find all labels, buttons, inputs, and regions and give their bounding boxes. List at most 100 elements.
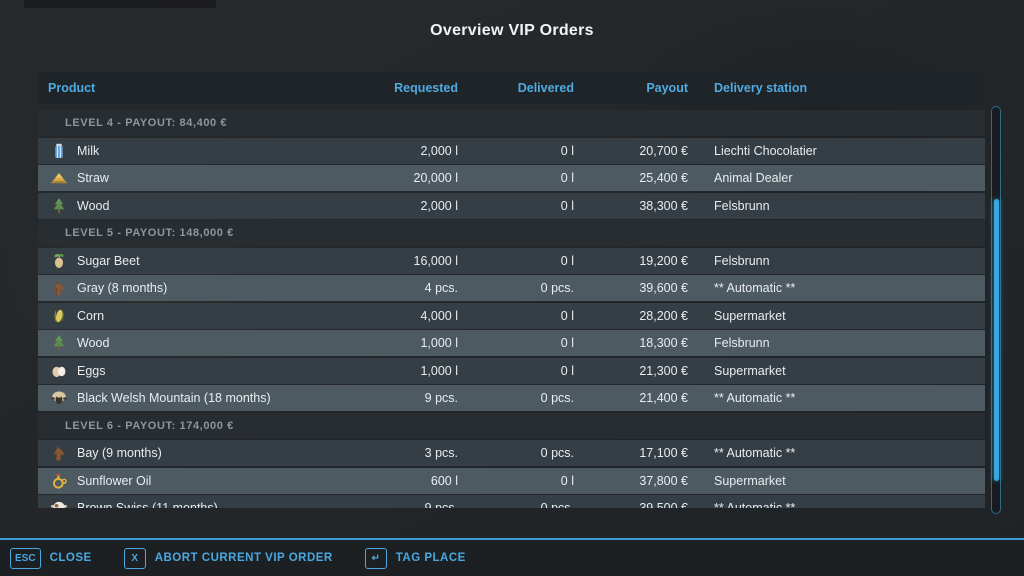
tree-icon (50, 197, 68, 215)
cow-icon (50, 499, 68, 508)
delivered-value: 0 l (560, 143, 574, 158)
table-row[interactable]: Straw 20,000 l 0 l 25,400 € Animal Dealer (38, 165, 985, 191)
table-row[interactable]: Eggs 1,000 l 0 l 21,300 € Supermarket (38, 357, 985, 384)
orders-table: Product Requested Delivered Payout Deliv… (38, 72, 985, 508)
station-value: Supermarket (714, 473, 786, 488)
section-header: LEVEL 6 - PAYOUT: 174,000 € (38, 412, 985, 439)
background-strip (24, 0, 216, 8)
x-key-icon: X (123, 547, 146, 569)
product-cell: Eggs (38, 362, 338, 380)
product-name: Eggs (77, 363, 106, 378)
table-row[interactable]: Gray (8 months) 4 pcs. 0 pcs. 39,600 € ** Au… (38, 275, 985, 301)
straw-icon (50, 169, 68, 187)
table-row[interactable]: Milk 2,000 l 0 l 20,700 € Liechti Chocolatie… (38, 137, 985, 164)
requested-value: 3 pcs. (424, 446, 458, 460)
delivered-value: 0 l (560, 363, 574, 378)
station-value: Felsbrunn (714, 336, 770, 350)
product-cell: Straw (38, 169, 338, 187)
close-button[interactable]: ESC CLOSE (10, 547, 92, 569)
table-body: LEVEL 4 - PAYOUT: 84,400 € Milk 2,000 l 0 l… (38, 110, 985, 508)
payout-value: 38,300 € (639, 198, 688, 213)
payout-value: 19,200 € (639, 253, 688, 268)
close-label: CLOSE (49, 552, 92, 564)
section-header-label: LEVEL 5 - PAYOUT: 148,000 € (65, 227, 234, 239)
delivered-value: 0 l (560, 473, 574, 488)
product-name: Gray (8 months) (77, 281, 168, 295)
payout-value: 21,300 € (639, 363, 688, 378)
abort-vip-order-button[interactable]: X ABORT CURRENT VIP ORDER (123, 547, 333, 569)
payout-value: 20,700 € (639, 143, 688, 158)
product-name: Wood (77, 336, 110, 350)
scrollbar[interactable] (991, 106, 1001, 514)
payout-value: 21,400 € (639, 391, 688, 405)
requested-value: 9 pcs. (424, 391, 458, 405)
delivered-value: 0 l (560, 198, 574, 213)
abort-vip-order-label: ABORT CURRENT VIP ORDER (154, 552, 333, 564)
station-value: ** Automatic ** (714, 501, 796, 508)
scrollbar-thumb[interactable] (993, 199, 999, 481)
requested-value: 1,000 l (420, 336, 458, 350)
station-value: ** Automatic ** (714, 446, 796, 460)
requested-value: 2,000 l (420, 198, 458, 213)
table-row[interactable]: Wood 2,000 l 0 l 38,300 € Felsbrunn (38, 192, 985, 219)
payout-value: 28,200 € (639, 308, 688, 323)
horse-icon (50, 444, 68, 462)
product-cell: Black Welsh Mountain (18 months) (38, 389, 338, 407)
table-row[interactable]: Sugar Beet 16,000 l 0 l 19,200 € Felsbrunn (38, 247, 985, 274)
table-header-row: Product Requested Delivered Payout Deliv… (38, 72, 985, 104)
table-row[interactable]: Wood 1,000 l 0 l 18,300 € Felsbrunn (38, 330, 985, 356)
product-cell: Sugar Beet (38, 252, 338, 270)
product-cell: Brown Swiss (11 months) (38, 499, 338, 508)
product-cell: Wood (38, 334, 338, 352)
milk-icon (50, 142, 68, 160)
station-value: Felsbrunn (714, 253, 770, 268)
table-row[interactable]: Black Welsh Mountain (18 months) 9 pcs. 0 … (38, 385, 985, 411)
delivered-value: 0 l (560, 336, 574, 350)
delivered-value: 0 pcs. (540, 391, 574, 405)
product-cell: Sunflower Oil (38, 472, 338, 490)
requested-value: 4 pcs. (424, 281, 458, 295)
delivered-value: 0 l (560, 171, 574, 185)
oil-icon (50, 472, 68, 490)
table-row[interactable]: Corn 4,000 l 0 l 28,200 € Supermarket (38, 302, 985, 329)
delivered-value: 0 pcs. (540, 281, 574, 295)
page-title: Overview VIP Orders (430, 22, 594, 39)
tag-place-label: TAG PLACE (395, 552, 466, 564)
product-name: Bay (9 months) (77, 446, 162, 460)
product-name: Corn (77, 308, 105, 323)
product-name: Straw (77, 171, 109, 185)
tree-icon (50, 334, 68, 352)
sugar-beet-icon (50, 252, 68, 270)
enter-key-icon: ↵ (364, 547, 387, 569)
product-name: Brown Swiss (11 months) (77, 501, 218, 508)
product-cell: Corn (38, 307, 338, 325)
requested-value: 20,000 l (413, 171, 458, 185)
station-value: Felsbrunn (714, 198, 770, 213)
product-name: Milk (77, 143, 100, 158)
table-row[interactable]: Brown Swiss (11 months) 9 pcs. 0 pcs. 39,50… (38, 495, 985, 508)
product-cell: Bay (9 months) (38, 444, 338, 462)
delivered-value: 0 pcs. (540, 446, 574, 460)
requested-value: 9 pcs. (424, 501, 458, 508)
product-cell: Gray (8 months) (38, 279, 338, 297)
station-value: ** Automatic ** (714, 281, 796, 295)
requested-value: 600 l (430, 473, 458, 488)
column-header-product: Product (48, 81, 96, 95)
delivered-value: 0 pcs. (540, 501, 574, 508)
section-header-label: LEVEL 6 - PAYOUT: 174,000 € (65, 419, 234, 432)
tag-place-button[interactable]: ↵ TAG PLACE (364, 547, 466, 569)
station-value: Animal Dealer (714, 171, 793, 185)
station-value: Supermarket (714, 363, 786, 378)
payout-value: 17,100 € (639, 446, 688, 460)
product-name: Sunflower Oil (77, 473, 152, 488)
table-row[interactable]: Bay (9 months) 3 pcs. 0 pcs. 17,100 € ** Aut… (38, 440, 985, 466)
column-header-requested: Requested (394, 81, 458, 95)
eggs-icon (50, 362, 68, 380)
product-name: Wood (77, 198, 110, 213)
table-row[interactable]: Sunflower Oil 600 l 0 l 37,800 € Supermarket (38, 467, 985, 494)
section-header: LEVEL 5 - PAYOUT: 148,000 € (38, 220, 985, 246)
esc-key-icon: ESC (10, 547, 41, 569)
section-header-label: LEVEL 4 - PAYOUT: 84,400 € (65, 117, 228, 129)
station-value: Liechti Chocolatier (714, 143, 817, 158)
